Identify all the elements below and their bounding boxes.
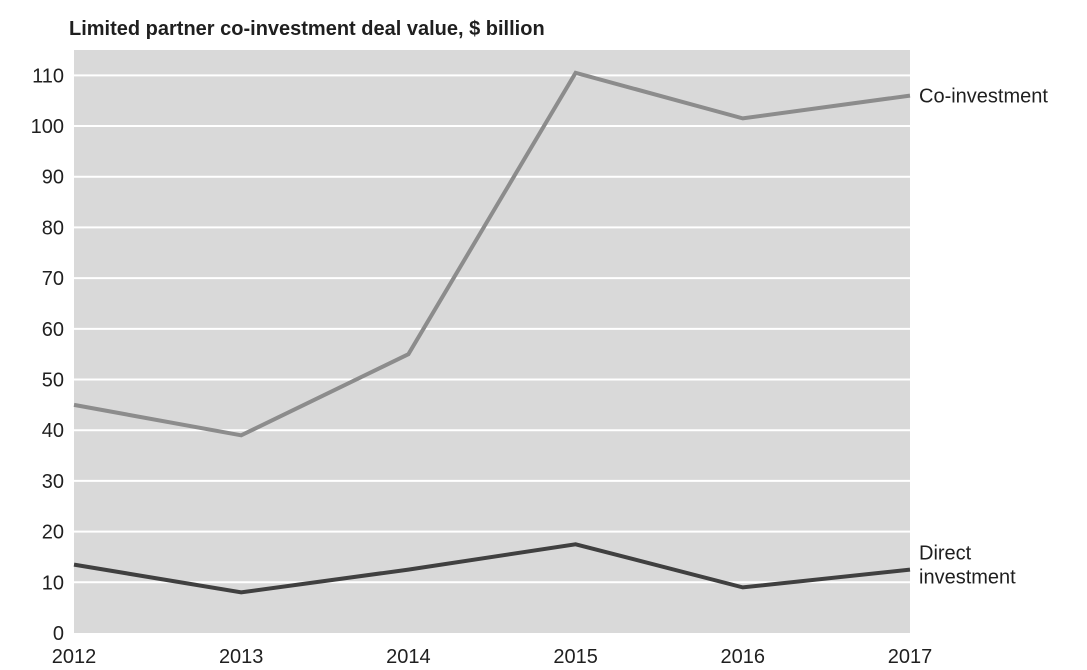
y-tick-label-100: 100 [31,116,64,138]
series-label-co-investment: Co-investment [919,86,1048,108]
y-tick-label-0: 0 [53,623,64,645]
y-tick-label-50: 50 [42,370,64,392]
y-tick-label-110: 110 [32,65,64,87]
y-tick-label-20: 20 [42,522,64,544]
series-line-direct-investment [73,542,911,595]
x-tick-label-2017: 2017 [888,646,933,668]
series-label-direct-investment: Direct investment [919,543,1016,589]
series-line-co-investment [73,70,911,438]
y-tick-label-90: 90 [42,167,64,189]
y-tick-label-60: 60 [42,319,64,341]
y-tick-label-30: 30 [42,471,64,493]
x-tick-label-2012: 2012 [52,646,97,668]
x-tick-label-2014: 2014 [386,646,431,668]
y-tick-label-70: 70 [42,268,64,290]
x-tick-label-2016: 2016 [721,646,766,668]
chart-title: Limited partner co-investment deal value… [69,18,545,40]
x-tick-label-2015: 2015 [553,646,598,668]
y-tick-label-80: 80 [42,217,64,239]
x-tick-label-2013: 2013 [219,646,264,668]
y-tick-label-10: 10 [42,572,64,594]
plot-area [74,50,910,633]
y-tick-label-40: 40 [42,420,64,442]
